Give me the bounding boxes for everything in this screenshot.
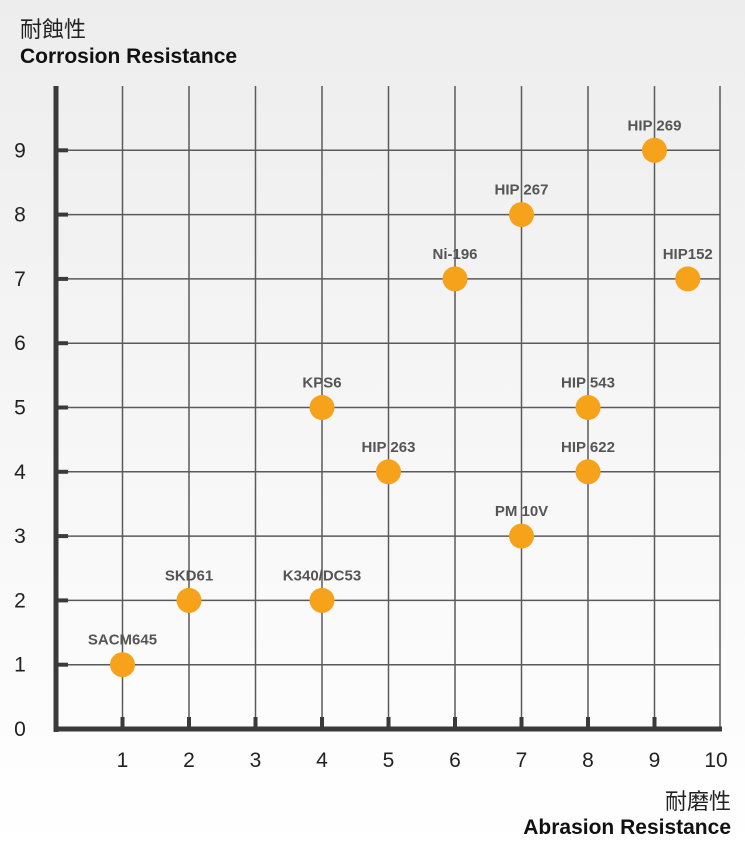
y-tick-label: 0: [14, 718, 26, 741]
x-tick-label: 9: [649, 749, 661, 772]
x-tick-label: 7: [516, 749, 528, 772]
data-point-label: HIP 263: [362, 439, 416, 456]
data-point-label: PM 10V: [495, 503, 548, 520]
x-axis-title-zh: 耐磨性: [664, 790, 731, 815]
y-axis-title-en: Corrosion Resistance: [20, 45, 238, 68]
data-point-label: KPS6: [302, 375, 341, 392]
data-point: [509, 202, 534, 228]
y-tick-label: 8: [14, 204, 26, 227]
data-point-label: HIP 267: [495, 182, 549, 199]
data-point-label: HIP 269: [628, 117, 682, 134]
data-point-label: HIP152: [663, 246, 713, 263]
x-tick-label: 10: [704, 749, 727, 772]
y-tick-label: 2: [14, 589, 26, 612]
y-tick-label: 1: [14, 654, 26, 677]
data-point: [575, 395, 601, 420]
data-point: [376, 459, 401, 485]
data-point: [309, 587, 335, 613]
x-tick-label: 1: [117, 749, 129, 772]
x-tick-label: 2: [183, 749, 195, 772]
x-tick-label: 4: [316, 749, 328, 772]
x-tick-label: 3: [250, 749, 262, 772]
data-point: [176, 587, 202, 613]
data-point: [509, 523, 534, 549]
data-point: [675, 266, 701, 292]
x-axis-title-en: Abrasion Resistance: [523, 816, 731, 839]
data-point-label: K340/DC53: [283, 567, 361, 584]
y-axis-title-zh: 耐蝕性: [20, 18, 87, 43]
y-tick-label: 6: [14, 332, 26, 355]
y-tick-label: 4: [14, 461, 26, 484]
y-tick-label: 3: [14, 525, 26, 548]
data-point-label: SKD61: [165, 567, 213, 584]
x-tick-label: 6: [449, 749, 461, 772]
x-tick-label: 8: [582, 749, 594, 772]
data-point: [110, 652, 135, 678]
y-tick-label: 7: [14, 268, 26, 291]
x-tick-label: 5: [383, 749, 395, 772]
data-point-label: Ni-196: [432, 246, 477, 263]
data-point: [642, 137, 667, 163]
data-point-label: SACM645: [88, 632, 157, 649]
data-point: [442, 266, 468, 292]
data-point: [575, 459, 601, 485]
data-point: [309, 395, 335, 420]
y-tick-label: 5: [14, 397, 26, 420]
y-tick-label: 9: [14, 139, 26, 162]
data-point-label: HIP 622: [561, 439, 615, 456]
data-point-label: HIP 543: [561, 375, 615, 392]
